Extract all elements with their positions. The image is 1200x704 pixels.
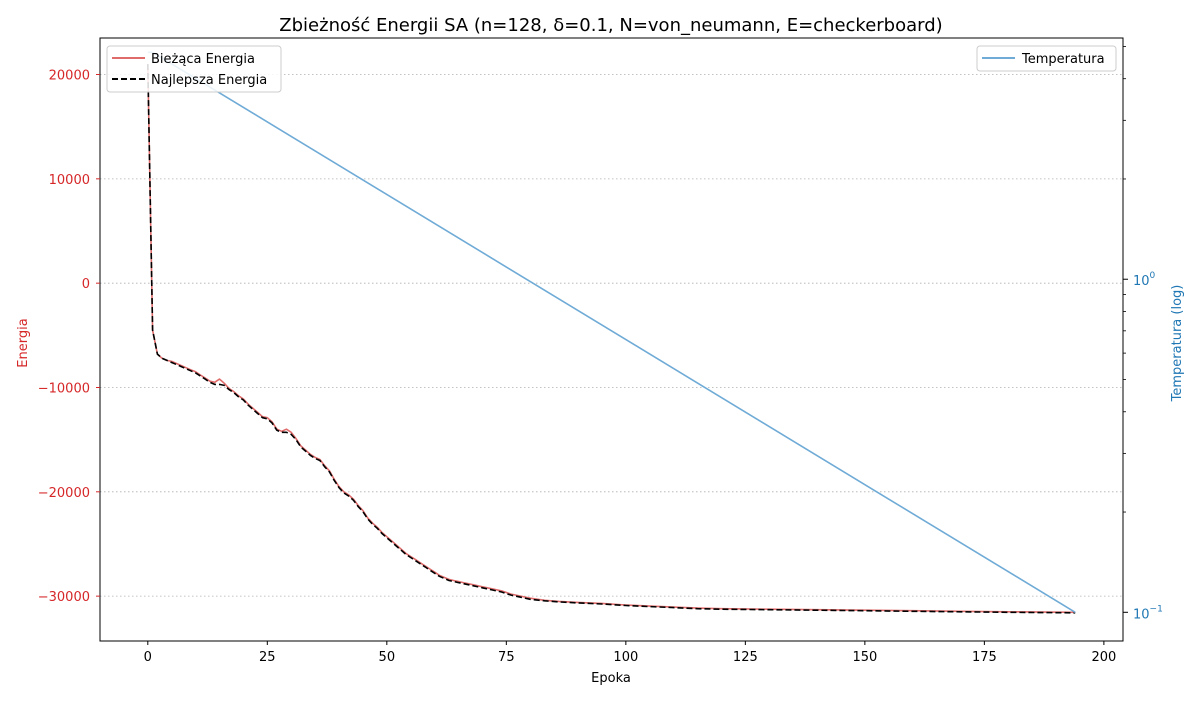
y-tick-label: 10000 (49, 173, 90, 188)
y-tick-label: −30000 (38, 590, 90, 605)
y-axis-label: Energia (16, 318, 31, 367)
y-tick-label: −20000 (38, 486, 90, 501)
x-tick-label: 125 (733, 650, 758, 665)
x-tick-label: 0 (144, 650, 152, 665)
legend-best-label: Najlepsza Energia (151, 73, 267, 88)
x-tick-label: 75 (498, 650, 515, 665)
chart-title: Zbieżność Energii SA (n=128, δ=0.1, N=vo… (279, 15, 942, 36)
x-tick-label: 150 (852, 650, 877, 665)
x-tick-label: 50 (379, 650, 396, 665)
y2-tick-exponent: 0 (1150, 271, 1156, 281)
x-tick-label: 175 (972, 650, 997, 665)
grid-lines (100, 74, 1123, 597)
legend-temperature-label: Temperatura (1021, 52, 1105, 67)
legend-current-label: Bieżąca Energia (151, 52, 255, 67)
x-tick-label: 25 (259, 650, 276, 665)
legend-right-box (976, 45, 1117, 72)
y2-tick-exponent: −1 (1150, 604, 1163, 614)
y-tick-label: 20000 (49, 69, 90, 84)
series-line-2 (147, 64, 1076, 614)
y-tick-label: 0 (82, 277, 90, 292)
y2-axis-label: Temperatura (log) (1170, 285, 1185, 403)
legend-right: Temperatura (976, 45, 1117, 72)
legend-left: Bieżąca Energia Najlepsza Energia (106, 45, 282, 93)
x-tick-label: 200 (1091, 650, 1116, 665)
x-axis-label: Epoka (591, 671, 631, 686)
plot-frame (99, 37, 1124, 642)
x-tick-label: 100 (613, 650, 638, 665)
axes-layer: 0 25 50 75 100 125 150 175 200 20000 10000 0 −10000 −… (38, 37, 1163, 665)
legend-left-box (106, 45, 282, 93)
y-tick-label: −10000 (38, 381, 90, 396)
